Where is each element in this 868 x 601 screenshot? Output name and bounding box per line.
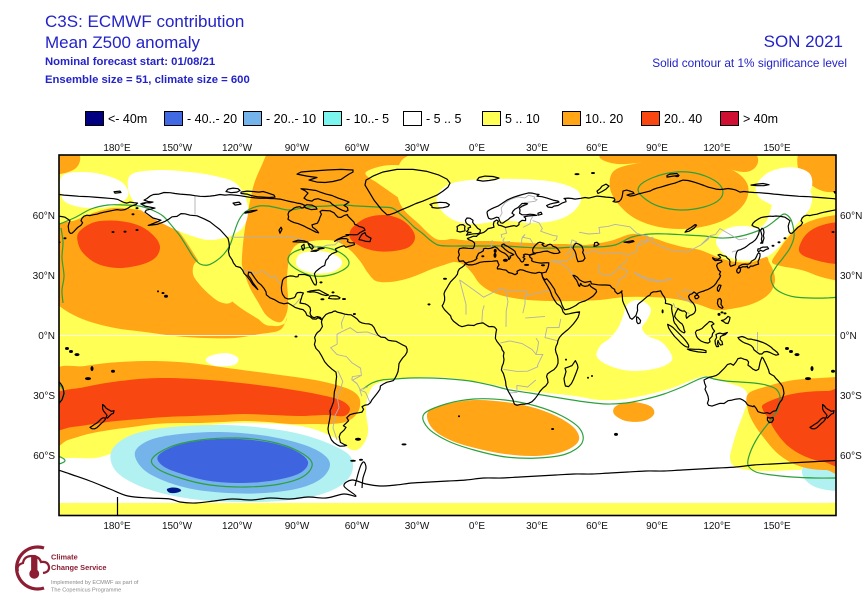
svg-text:0°N: 0°N bbox=[38, 331, 55, 342]
svg-text:30°N: 30°N bbox=[33, 271, 55, 282]
svg-text:60°N: 60°N bbox=[840, 211, 862, 222]
svg-text:30°S: 30°S bbox=[840, 391, 862, 402]
svg-text:150°W: 150°W bbox=[162, 143, 193, 154]
svg-text:30°N: 30°N bbox=[840, 271, 862, 282]
svg-text:30°W: 30°W bbox=[405, 521, 430, 532]
svg-text:0°E: 0°E bbox=[469, 521, 486, 532]
svg-text:90°E: 90°E bbox=[646, 143, 668, 154]
svg-text:Implemented by ECMWF as part o: Implemented by ECMWF as part of bbox=[51, 580, 139, 586]
svg-text:30°W: 30°W bbox=[405, 143, 430, 154]
svg-text:60°E: 60°E bbox=[586, 521, 608, 532]
svg-text:150°E: 150°E bbox=[763, 143, 791, 154]
svg-text:The Copernicus Programme: The Copernicus Programme bbox=[51, 588, 121, 594]
svg-text:60°E: 60°E bbox=[586, 143, 608, 154]
svg-text:60°S: 60°S bbox=[33, 451, 55, 462]
svg-text:120°E: 120°E bbox=[703, 143, 731, 154]
svg-text:30°E: 30°E bbox=[526, 521, 548, 532]
svg-text:120°E: 120°E bbox=[703, 521, 731, 532]
svg-text:60°N: 60°N bbox=[33, 211, 55, 222]
svg-text:60°S: 60°S bbox=[840, 451, 862, 462]
svg-text:60°W: 60°W bbox=[345, 143, 370, 154]
svg-text:Climate: Climate bbox=[51, 553, 78, 562]
svg-text:60°W: 60°W bbox=[345, 521, 370, 532]
svg-text:150°E: 150°E bbox=[763, 521, 791, 532]
svg-text:180°E: 180°E bbox=[103, 521, 131, 532]
svg-text:90°W: 90°W bbox=[285, 143, 310, 154]
svg-text:0°E: 0°E bbox=[469, 143, 486, 154]
svg-text:180°E: 180°E bbox=[103, 143, 131, 154]
svg-text:30°S: 30°S bbox=[33, 391, 55, 402]
svg-text:150°W: 150°W bbox=[162, 521, 193, 532]
svg-text:0°N: 0°N bbox=[840, 331, 857, 342]
svg-text:30°E: 30°E bbox=[526, 143, 548, 154]
svg-text:Change Service: Change Service bbox=[51, 563, 106, 572]
svg-text:120°W: 120°W bbox=[222, 143, 253, 154]
svg-text:120°W: 120°W bbox=[222, 521, 253, 532]
svg-text:90°E: 90°E bbox=[646, 521, 668, 532]
svg-text:90°W: 90°W bbox=[285, 521, 310, 532]
